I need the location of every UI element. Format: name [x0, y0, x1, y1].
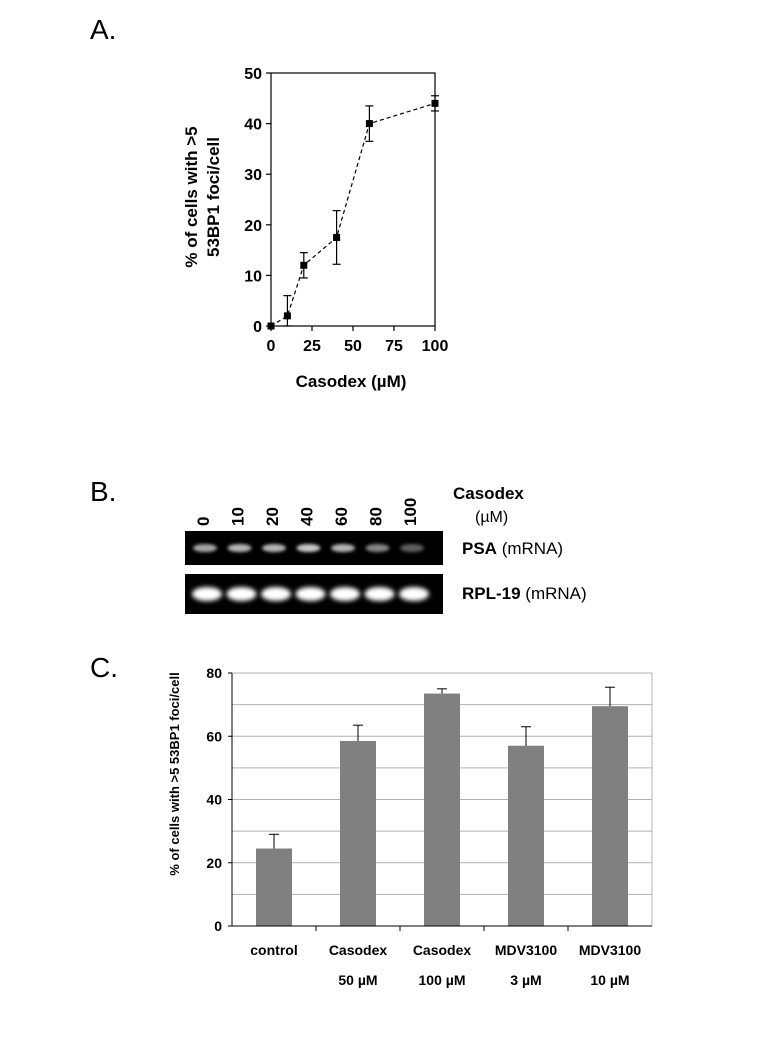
- rpl19-band: [330, 587, 360, 601]
- chart-c: 0 20 40 60 80 control Casodex 50 µM Casodex 100 µ…: [167, 665, 653, 988]
- gel-lane-label: 100: [401, 498, 420, 526]
- chart-a-ylabel-line2: 53BP1 foci/cell: [204, 137, 223, 257]
- chart-c-category-sublabel: 3 µM: [510, 972, 541, 988]
- psa-band: [365, 544, 390, 552]
- chart-a-trend-line: [270, 102, 436, 327]
- chart-c-bar: [256, 848, 292, 926]
- chart-a-ytick-label: 30: [244, 167, 262, 184]
- chart-a-ylabel-line1: % of cells with >5: [182, 126, 201, 267]
- chart-c-category-label: Casodex: [413, 942, 472, 958]
- rpl19-band: [364, 587, 395, 601]
- chart-c-category-label: MDV3100: [495, 942, 557, 958]
- gel-lane-label: 10: [229, 507, 248, 526]
- chart-c-bar: [424, 693, 460, 926]
- chart-a-xtick-label: 25: [303, 338, 321, 355]
- rpl19-row-label: RPL-19 (mRNA): [462, 584, 587, 603]
- rpl19-band: [295, 587, 326, 601]
- chart-c-category-label: Casodex: [329, 942, 388, 958]
- chart-a-point: [283, 312, 291, 320]
- gel-lane-label: 60: [332, 507, 351, 526]
- chart-a-ytick-label: 0: [253, 319, 262, 336]
- panel-label-b: B.: [90, 476, 117, 507]
- chart-c-ytick-label: 60: [206, 728, 222, 744]
- chart-c-category-sublabel: 50 µM: [338, 972, 377, 988]
- chart-a-ytick-label: 50: [244, 66, 262, 83]
- rpl19-band: [261, 587, 291, 601]
- chart-c-ylabel: % of cells with >5 53BP1 foci/cell: [167, 672, 182, 875]
- psa-band: [262, 544, 286, 552]
- psa-band: [227, 544, 252, 552]
- panel-label-a: A.: [90, 14, 117, 45]
- rpl19-band: [399, 587, 429, 601]
- chart-c-category-sublabel: 10 µM: [590, 972, 629, 988]
- chart-c-bar: [592, 706, 628, 926]
- chart-c-ytick-label: 80: [206, 665, 222, 681]
- chart-a-point: [431, 99, 439, 107]
- chart-a-xtick-label: 100: [422, 338, 449, 355]
- psa-band: [331, 544, 355, 552]
- rpl19-band: [226, 587, 257, 601]
- gel-lane-label: 40: [298, 507, 317, 526]
- gel-lane-label: 20: [263, 507, 282, 526]
- psa-band: [193, 544, 217, 552]
- gel-unit: (µM): [475, 509, 508, 526]
- chart-c-category-label: MDV3100: [579, 942, 641, 958]
- chart-a-xtick-label: 50: [344, 338, 362, 355]
- rpl19-label-suffix: (mRNA): [521, 584, 587, 603]
- chart-a-xtick-label: 0: [267, 338, 276, 355]
- psa-label-suffix: (mRNA): [497, 539, 563, 558]
- chart-a-ytick-label: 20: [244, 218, 262, 235]
- gel-lane-label: 80: [367, 507, 386, 526]
- chart-a-point: [300, 261, 308, 269]
- psa-label-name: PSA: [462, 539, 497, 558]
- gel-panel: 0 10 20 40 60 80 100 Casodex (µM) PSA (mRNA) R…: [185, 484, 587, 614]
- panel-label-c: C.: [90, 652, 118, 683]
- chart-c-ytick-label: 20: [206, 855, 222, 871]
- chart-c-ytick-label: 0: [214, 918, 222, 934]
- gel-title: Casodex: [453, 484, 524, 503]
- chart-c-ytick-label: 40: [206, 792, 222, 808]
- psa-band: [296, 544, 321, 552]
- chart-c-category-label: control: [250, 942, 297, 958]
- chart-a-ytick-label: 10: [244, 268, 262, 285]
- chart-c-category-sublabel: 100 µM: [419, 972, 466, 988]
- rpl19-label-name: RPL-19: [462, 584, 521, 603]
- chart-a-xtick-label: 75: [385, 338, 403, 355]
- chart-a-point: [365, 120, 373, 128]
- chart-a-ytick-label: 40: [244, 117, 262, 134]
- psa-band: [400, 544, 424, 552]
- gel-lane-label: 0: [194, 517, 213, 526]
- chart-c-bar: [340, 740, 376, 926]
- chart-a: 0 10 20 30 40 50 0 25 50 75 100 Casodex (µM) % of …: [182, 66, 449, 391]
- chart-a-xlabel: Casodex (µM): [296, 372, 407, 391]
- chart-a-point: [267, 322, 275, 330]
- chart-c-bar: [508, 745, 544, 926]
- rpl19-band: [192, 587, 222, 601]
- psa-row-label: PSA (mRNA): [462, 539, 563, 558]
- chart-a-point: [333, 233, 341, 241]
